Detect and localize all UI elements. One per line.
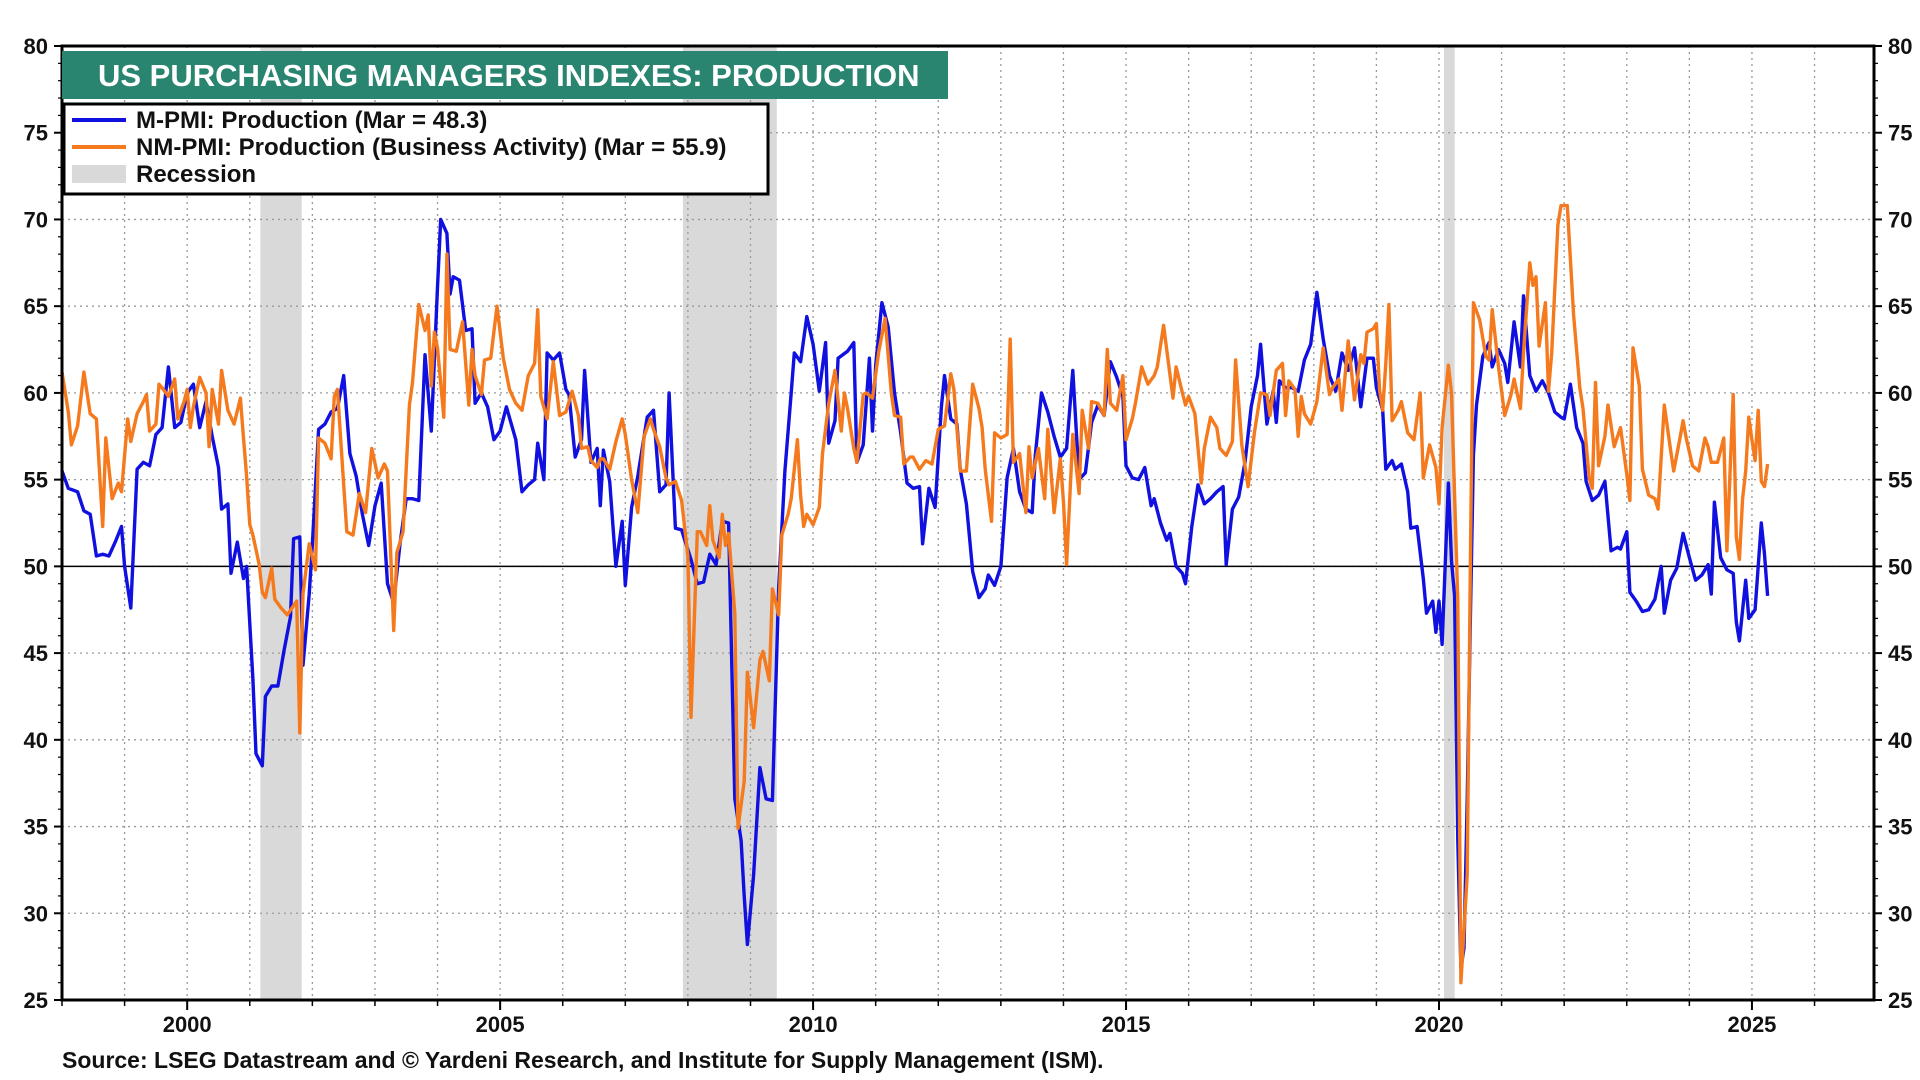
x-tick-label: 2015 (1102, 1012, 1151, 1037)
y-tick-label-right: 35 (1888, 815, 1912, 840)
y-tick-label-left: 65 (24, 294, 48, 319)
y-tick-label-right: 25 (1888, 988, 1912, 1013)
x-tick-label: 2000 (163, 1012, 212, 1037)
y-tick-label-left: 60 (24, 381, 48, 406)
y-tick-label-right: 75 (1888, 121, 1912, 146)
y-tick-label-left: 70 (24, 207, 48, 232)
y-tick-label-left: 30 (24, 901, 48, 926)
y-tick-label-right: 55 (1888, 468, 1912, 493)
x-tick-label: 2005 (476, 1012, 525, 1037)
source-note: Source: LSEG Datastream and © Yardeni Re… (62, 1047, 1104, 1073)
line-m-pmi-production (60, 217, 1770, 971)
y-tick-label-left: 55 (24, 468, 48, 493)
y-tick-label-left: 40 (24, 728, 48, 753)
legend-label-recession: Recession (136, 161, 256, 188)
title-background (62, 51, 948, 99)
y-tick-label-right: 45 (1888, 641, 1912, 666)
y-tick-label-right: 50 (1888, 554, 1912, 579)
y-tick-label-left: 80 (24, 34, 48, 59)
plot-frame (60, 44, 1876, 1002)
legend-label-nm-pmi: NM-PMI: Production (Business Activity) (… (136, 134, 727, 161)
y-tick-label-left: 50 (24, 554, 48, 579)
y-tick-label-right: 40 (1888, 728, 1912, 753)
right-y-axis: 25 30 35 40 45 50 55 60 65 70 75 80 (1874, 34, 1912, 1013)
left-y-axis: 25 30 35 40 45 50 55 60 65 70 75 80 (24, 34, 62, 1013)
x-tick-label: 2025 (1727, 1012, 1776, 1037)
data-series (60, 203, 1770, 985)
y-tick-label-right: 65 (1888, 294, 1912, 319)
y-tick-label-left: 35 (24, 815, 48, 840)
x-tick-label: 2010 (789, 1012, 838, 1037)
y-tick-label-right: 70 (1888, 207, 1912, 232)
y-tick-label-right: 30 (1888, 901, 1912, 926)
recession-band-0 (260, 46, 302, 1000)
y-tick-label-right: 80 (1888, 34, 1912, 59)
chart-title: US PURCHASING MANAGERS INDEXES: PRODUCTI… (98, 58, 920, 93)
y-tick-label-right: 60 (1888, 381, 1912, 406)
legend: M-PMI: Production (Mar = 48.3) NM-PMI: P… (62, 102, 770, 196)
chart-title-box: US PURCHASING MANAGERS INDEXES: PRODUCTI… (62, 51, 948, 99)
x-tick-label: 2020 (1415, 1012, 1464, 1037)
y-tick-label-left: 75 (24, 121, 48, 146)
x-axis: 2000 2005 2010 2015 2020 2025 (61, 1000, 1816, 1037)
line-nm-pmi-production (60, 203, 1770, 985)
y-tick-label-left: 25 (24, 988, 48, 1013)
legend-label-m-pmi: M-PMI: Production (Mar = 48.3) (136, 107, 487, 134)
legend-swatch-recession (72, 165, 126, 183)
y-tick-label-left: 45 (24, 641, 48, 666)
legend-box (62, 102, 770, 196)
